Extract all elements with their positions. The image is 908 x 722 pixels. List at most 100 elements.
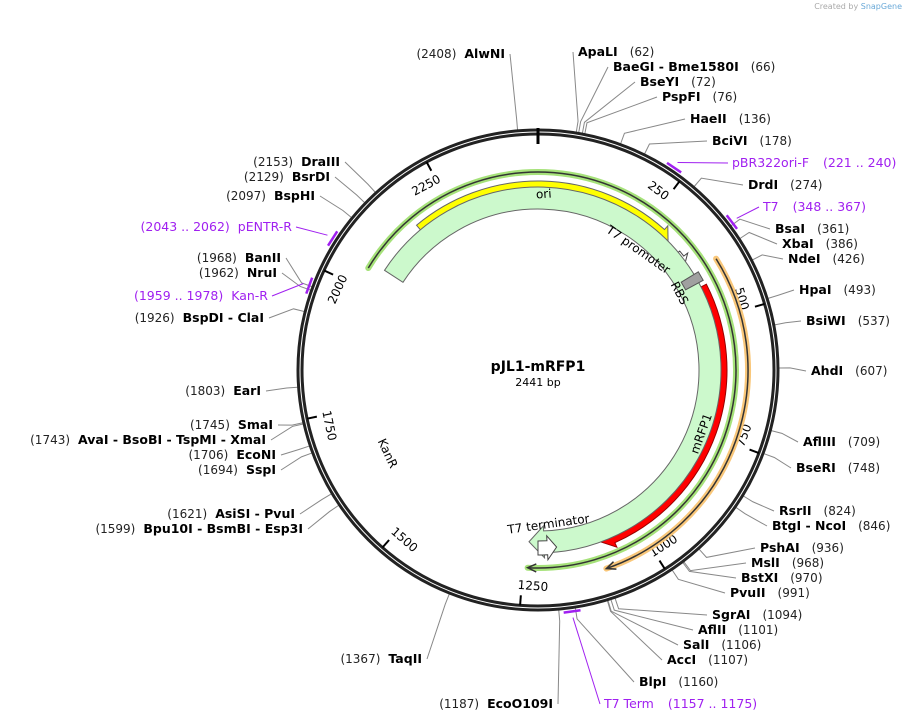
site-position: (1962) <box>199 266 239 280</box>
site-leader-line <box>299 493 332 515</box>
site-name: BtgI - NcoI <box>772 518 846 533</box>
site-label[interactable]: DrdI (274) <box>748 177 822 192</box>
site-name: AflIII <box>803 434 836 449</box>
site-label[interactable]: SgrAI (1094) <box>712 607 802 622</box>
site-label[interactable]: HpaI (493) <box>799 282 876 297</box>
site-name: AhdI <box>811 363 843 378</box>
kanr-feature[interactable] <box>383 186 722 560</box>
site-label[interactable]: BstXI (970) <box>741 570 823 585</box>
rbs-feature[interactable] <box>680 271 704 291</box>
site-position: (1745) <box>190 418 230 432</box>
site-leader-line <box>334 176 365 203</box>
primer-mark <box>666 161 682 174</box>
site-label[interactable]: PspFI (76) <box>662 89 737 104</box>
tick-mark <box>425 161 433 172</box>
site-label[interactable]: (1926) BspDI - ClaI <box>135 310 264 325</box>
tick-label: 2000 <box>325 272 351 306</box>
site-name: SspI <box>246 462 276 477</box>
site-leader-line <box>774 320 802 326</box>
site-position: (76) <box>713 90 738 104</box>
site-position: (386) <box>826 237 858 251</box>
site-name: BaeGI - Bme1580I <box>613 59 739 74</box>
primer-label[interactable]: (2043 .. 2062) pENTR-R <box>141 219 293 234</box>
primer-label[interactable]: (1959 .. 1978) Kan-R <box>134 288 268 303</box>
site-label[interactable]: BsiWI (537) <box>806 313 890 328</box>
site-label[interactable]: ApaLI (62) <box>578 44 654 59</box>
site-leader-line <box>581 81 636 134</box>
site-name: RsrII <box>779 503 812 518</box>
site-label[interactable]: PshAI (936) <box>760 540 844 555</box>
tick-mark <box>519 595 522 606</box>
site-label[interactable]: (1803) EarI <box>185 383 261 398</box>
site-position: (968) <box>792 556 824 570</box>
site-label[interactable]: (1187) EcoO109I <box>439 696 553 711</box>
site-label[interactable]: AflIII (709) <box>803 434 880 449</box>
site-label[interactable]: BciVI (178) <box>712 133 792 148</box>
tick-mark <box>672 180 681 190</box>
site-position: (1101) <box>738 623 778 637</box>
site-label[interactable]: (1599) Bpu10I - BsmBI - Esp3I <box>95 521 303 536</box>
site-label[interactable]: (1367) TaqII <box>340 651 422 666</box>
site-leader-line <box>270 423 304 441</box>
site-leader-line <box>671 569 726 594</box>
site-leader-line <box>584 96 658 134</box>
site-position: (846) <box>858 519 890 533</box>
site-position: (1367) <box>340 652 380 666</box>
primer-label[interactable]: T7 Term (1157 .. 1175) <box>603 696 757 711</box>
primer-label[interactable]: T7 (348 .. 367) <box>762 199 866 214</box>
site-label[interactable]: (2153) DraIII <box>253 154 340 169</box>
site-position: (1694) <box>198 463 238 477</box>
site-label[interactable]: (2129) BsrDI <box>244 169 330 184</box>
site-leader-line <box>682 562 737 579</box>
site-name: AflII <box>698 622 726 637</box>
site-label[interactable]: (2408) AlwNI <box>416 46 505 61</box>
site-leader-line <box>280 452 312 471</box>
site-label[interactable]: (1694) SspI <box>198 462 276 477</box>
site-label[interactable]: HaeII (136) <box>690 111 771 126</box>
site-label[interactable]: BlpI (1160) <box>639 674 718 689</box>
site-name: NruI <box>247 265 277 280</box>
site-position: (2097) <box>226 189 266 203</box>
site-label[interactable]: AhdI (607) <box>811 363 887 378</box>
site-position: (2408) <box>416 47 456 61</box>
site-name: BsiWI <box>806 313 846 328</box>
site-position: (936) <box>812 541 844 555</box>
site-label[interactable]: AflII (1101) <box>698 622 778 637</box>
primer-leader-line <box>295 226 328 236</box>
site-label[interactable]: (1621) AsiSI - PvuI <box>167 506 295 521</box>
site-label[interactable]: (1745) SmaI <box>190 417 273 432</box>
site-label[interactable]: BaeGI - Bme1580I (66) <box>613 59 775 74</box>
site-label[interactable]: BseRI (748) <box>796 460 880 475</box>
site-position: (709) <box>848 435 880 449</box>
site-name: BsrDI <box>292 169 330 184</box>
site-label[interactable]: (1706) EcoNI <box>188 447 276 462</box>
site-label[interactable]: SalI (1106) <box>683 637 761 652</box>
primer-label[interactable]: pBR322ori-F (221 .. 240) <box>732 155 896 170</box>
site-label[interactable]: RsrII (824) <box>779 503 856 518</box>
t7-terminator-feature[interactable] <box>537 534 558 562</box>
tick-mark <box>306 415 318 420</box>
site-label[interactable]: AccI (1107) <box>667 652 748 667</box>
site-name: BsaI <box>775 221 805 236</box>
site-label[interactable]: (1968) BanII <box>197 250 281 265</box>
site-name: MslI <box>751 555 780 570</box>
site-label[interactable]: XbaI (386) <box>782 236 858 251</box>
site-label[interactable]: (2097) BspHI <box>226 188 315 203</box>
site-label[interactable]: (1962) NruI <box>199 265 277 280</box>
primer-range: (221 .. 240) <box>823 155 896 170</box>
site-leader-line <box>578 66 609 133</box>
site-label[interactable]: BtgI - NcoI (846) <box>772 518 890 533</box>
site-position: (1160) <box>678 675 718 689</box>
kanr-orf[interactable] <box>367 171 737 569</box>
site-name: BseYI <box>640 74 679 89</box>
tick-mark <box>749 448 760 455</box>
site-label[interactable]: BsaI (361) <box>775 221 849 236</box>
site-label[interactable]: NdeI (426) <box>788 251 865 266</box>
site-label[interactable]: BseYI (72) <box>640 74 716 89</box>
site-label[interactable]: (1743) AvaI - BsoBI - TspMI - XmaI <box>30 432 266 447</box>
site-position: (178) <box>760 134 792 148</box>
site-label[interactable]: PvuII (991) <box>730 585 810 600</box>
site-label[interactable]: MslI (968) <box>751 555 824 570</box>
site-position: (1743) <box>30 433 70 447</box>
mrfp1-orf[interactable] <box>606 258 749 570</box>
